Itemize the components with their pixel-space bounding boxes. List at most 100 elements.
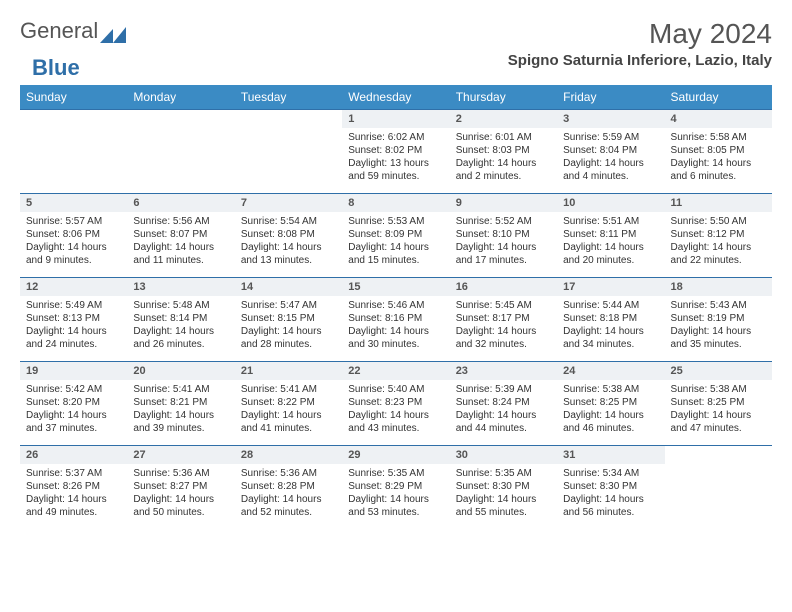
sunrise-line: Sunrise: 5:41 AM <box>241 383 336 396</box>
day-content-cell: Sunrise: 5:41 AMSunset: 8:22 PMDaylight:… <box>235 380 342 446</box>
sunset-line: Sunset: 8:25 PM <box>671 396 766 409</box>
day-number-cell: 20 <box>127 362 234 381</box>
day-content-cell: Sunrise: 5:38 AMSunset: 8:25 PMDaylight:… <box>557 380 664 446</box>
sunset-line: Sunset: 8:30 PM <box>563 480 658 493</box>
day-content-cell: Sunrise: 5:59 AMSunset: 8:04 PMDaylight:… <box>557 128 664 194</box>
day-content-cell <box>665 464 772 529</box>
daylight-line: Daylight: 14 hours and 49 minutes. <box>26 493 121 519</box>
day-number-cell: 2 <box>450 110 557 129</box>
week-3-numbers: 19202122232425 <box>20 362 772 381</box>
sunrise-line: Sunrise: 5:57 AM <box>26 215 121 228</box>
sunrise-line: Sunrise: 5:49 AM <box>26 299 121 312</box>
day-number-cell: 28 <box>235 446 342 465</box>
day-number-cell: 15 <box>342 278 449 297</box>
sunset-line: Sunset: 8:21 PM <box>133 396 228 409</box>
day-content-cell: Sunrise: 5:35 AMSunset: 8:29 PMDaylight:… <box>342 464 449 529</box>
sunset-line: Sunset: 8:05 PM <box>671 144 766 157</box>
day-content-cell <box>127 128 234 194</box>
sunrise-line: Sunrise: 5:42 AM <box>26 383 121 396</box>
day-number-cell: 29 <box>342 446 449 465</box>
sunrise-line: Sunrise: 5:41 AM <box>133 383 228 396</box>
day-number-cell <box>235 110 342 129</box>
sunrise-line: Sunrise: 5:38 AM <box>563 383 658 396</box>
day-content-cell: Sunrise: 6:01 AMSunset: 8:03 PMDaylight:… <box>450 128 557 194</box>
daylight-line: Daylight: 14 hours and 53 minutes. <box>348 493 443 519</box>
sunset-line: Sunset: 8:20 PM <box>26 396 121 409</box>
sunrise-line: Sunrise: 5:58 AM <box>671 131 766 144</box>
daylight-line: Daylight: 14 hours and 30 minutes. <box>348 325 443 351</box>
daylight-line: Daylight: 14 hours and 41 minutes. <box>241 409 336 435</box>
sunset-line: Sunset: 8:04 PM <box>563 144 658 157</box>
logo-icon <box>100 23 126 39</box>
day-content-cell: Sunrise: 5:40 AMSunset: 8:23 PMDaylight:… <box>342 380 449 446</box>
sunset-line: Sunset: 8:15 PM <box>241 312 336 325</box>
day-number-cell: 16 <box>450 278 557 297</box>
daylight-line: Daylight: 14 hours and 24 minutes. <box>26 325 121 351</box>
week-2-numbers: 12131415161718 <box>20 278 772 297</box>
sunrise-line: Sunrise: 5:54 AM <box>241 215 336 228</box>
day-content-cell: Sunrise: 5:39 AMSunset: 8:24 PMDaylight:… <box>450 380 557 446</box>
day-content-cell: Sunrise: 5:42 AMSunset: 8:20 PMDaylight:… <box>20 380 127 446</box>
week-0-numbers: 1234 <box>20 110 772 129</box>
sunrise-line: Sunrise: 5:48 AM <box>133 299 228 312</box>
day-number-cell: 11 <box>665 194 772 213</box>
sunset-line: Sunset: 8:25 PM <box>563 396 658 409</box>
weekday-thursday: Thursday <box>450 85 557 110</box>
sunset-line: Sunset: 8:16 PM <box>348 312 443 325</box>
week-1-content: Sunrise: 5:57 AMSunset: 8:06 PMDaylight:… <box>20 212 772 278</box>
day-number-cell: 1 <box>342 110 449 129</box>
day-number-cell: 4 <box>665 110 772 129</box>
weekday-wednesday: Wednesday <box>342 85 449 110</box>
sunrise-line: Sunrise: 5:44 AM <box>563 299 658 312</box>
sunrise-line: Sunrise: 5:34 AM <box>563 467 658 480</box>
daylight-line: Daylight: 14 hours and 17 minutes. <box>456 241 551 267</box>
weekday-saturday: Saturday <box>665 85 772 110</box>
daylight-line: Daylight: 14 hours and 32 minutes. <box>456 325 551 351</box>
week-1-numbers: 567891011 <box>20 194 772 213</box>
day-number-cell: 19 <box>20 362 127 381</box>
daylight-line: Daylight: 14 hours and 20 minutes. <box>563 241 658 267</box>
week-4-content: Sunrise: 5:37 AMSunset: 8:26 PMDaylight:… <box>20 464 772 529</box>
logo-text-1: General <box>20 18 98 44</box>
daylight-line: Daylight: 14 hours and 39 minutes. <box>133 409 228 435</box>
daylight-line: Daylight: 14 hours and 15 minutes. <box>348 241 443 267</box>
day-content-cell: Sunrise: 5:53 AMSunset: 8:09 PMDaylight:… <box>342 212 449 278</box>
day-number-cell: 6 <box>127 194 234 213</box>
day-number-cell: 31 <box>557 446 664 465</box>
day-content-cell: Sunrise: 5:41 AMSunset: 8:21 PMDaylight:… <box>127 380 234 446</box>
day-number-cell: 25 <box>665 362 772 381</box>
daylight-line: Daylight: 14 hours and 11 minutes. <box>133 241 228 267</box>
day-content-cell: Sunrise: 5:58 AMSunset: 8:05 PMDaylight:… <box>665 128 772 194</box>
sunset-line: Sunset: 8:02 PM <box>348 144 443 157</box>
sunset-line: Sunset: 8:13 PM <box>26 312 121 325</box>
day-number-cell: 22 <box>342 362 449 381</box>
sunrise-line: Sunrise: 5:53 AM <box>348 215 443 228</box>
sunrise-line: Sunrise: 5:40 AM <box>348 383 443 396</box>
day-content-cell: Sunrise: 5:48 AMSunset: 8:14 PMDaylight:… <box>127 296 234 362</box>
sunset-line: Sunset: 8:24 PM <box>456 396 551 409</box>
day-content-cell: Sunrise: 5:35 AMSunset: 8:30 PMDaylight:… <box>450 464 557 529</box>
logo: General <box>20 18 128 44</box>
day-number-cell <box>20 110 127 129</box>
day-content-cell: Sunrise: 5:51 AMSunset: 8:11 PMDaylight:… <box>557 212 664 278</box>
day-content-cell: Sunrise: 5:36 AMSunset: 8:27 PMDaylight:… <box>127 464 234 529</box>
day-number-cell: 13 <box>127 278 234 297</box>
daylight-line: Daylight: 14 hours and 2 minutes. <box>456 157 551 183</box>
day-content-cell <box>20 128 127 194</box>
sunrise-line: Sunrise: 5:52 AM <box>456 215 551 228</box>
daylight-line: Daylight: 14 hours and 37 minutes. <box>26 409 121 435</box>
sunset-line: Sunset: 8:29 PM <box>348 480 443 493</box>
day-content-cell: Sunrise: 5:56 AMSunset: 8:07 PMDaylight:… <box>127 212 234 278</box>
weekday-monday: Monday <box>127 85 234 110</box>
day-number-cell: 12 <box>20 278 127 297</box>
sunrise-line: Sunrise: 6:01 AM <box>456 131 551 144</box>
daylight-line: Daylight: 14 hours and 47 minutes. <box>671 409 766 435</box>
weekday-header-row: SundayMondayTuesdayWednesdayThursdayFrid… <box>20 85 772 110</box>
sunrise-line: Sunrise: 5:43 AM <box>671 299 766 312</box>
weekday-tuesday: Tuesday <box>235 85 342 110</box>
day-content-cell: Sunrise: 5:38 AMSunset: 8:25 PMDaylight:… <box>665 380 772 446</box>
week-4-numbers: 262728293031 <box>20 446 772 465</box>
day-content-cell: Sunrise: 6:02 AMSunset: 8:02 PMDaylight:… <box>342 128 449 194</box>
daylight-line: Daylight: 14 hours and 52 minutes. <box>241 493 336 519</box>
day-number-cell <box>127 110 234 129</box>
